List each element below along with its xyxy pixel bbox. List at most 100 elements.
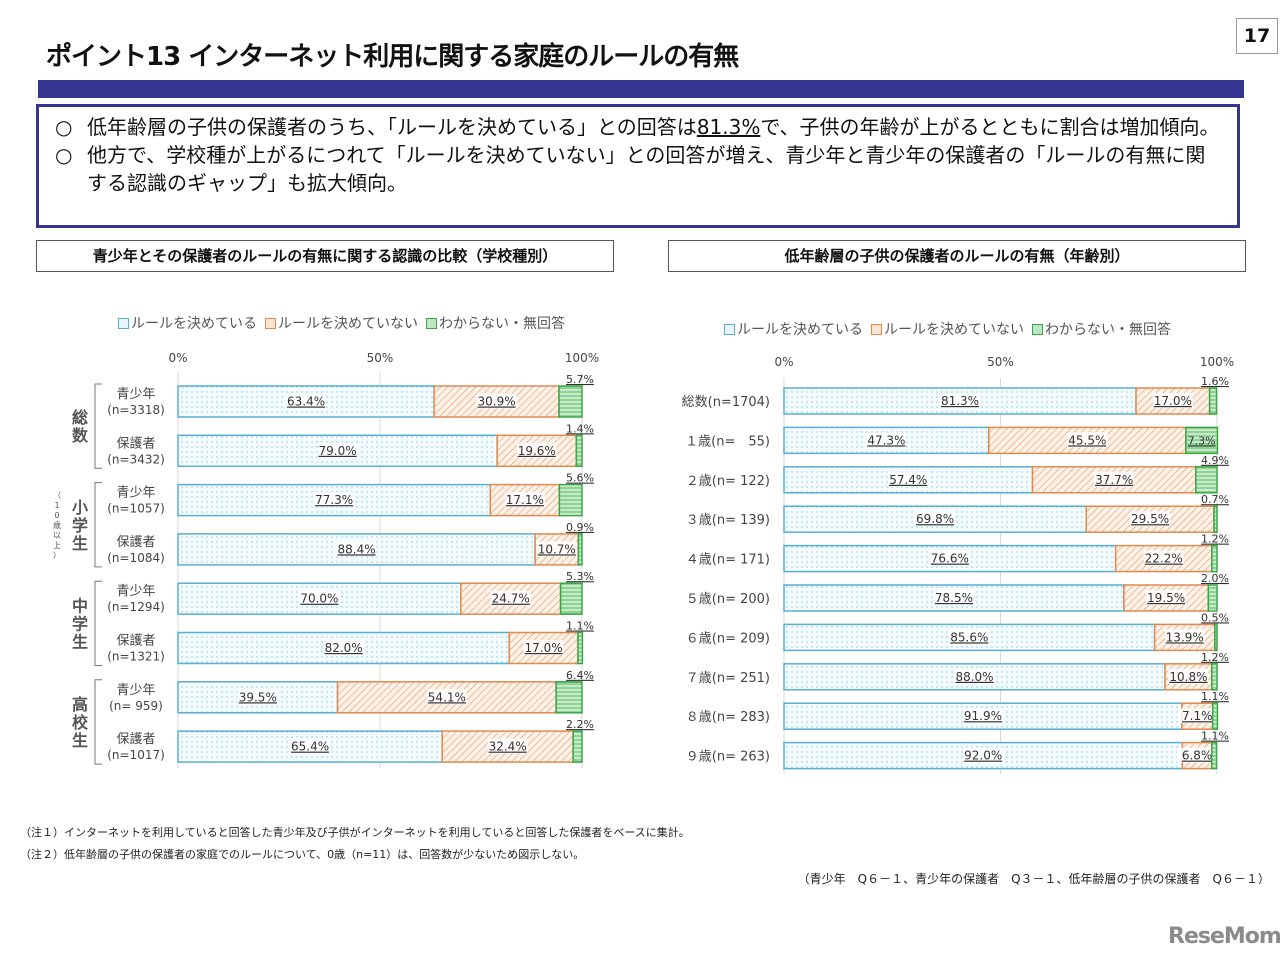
data-label-bg — [1152, 393, 1193, 408]
category-label: ９歳(n= 263) — [686, 750, 770, 765]
bar-segment — [558, 385, 583, 418]
data-label: 39.5% — [239, 690, 277, 704]
bar-segment — [496, 434, 578, 468]
category-label: 保護者 — [116, 534, 155, 550]
bar-segment — [1181, 741, 1213, 770]
bar-segment — [1208, 387, 1218, 415]
data-label-bg — [933, 590, 974, 605]
group-label: 生 — [72, 534, 88, 553]
category-label: 保護者 — [116, 435, 155, 451]
group-bracket — [94, 482, 102, 568]
data-label: 2.2% — [566, 718, 594, 731]
group-sub-label: 上 — [53, 541, 61, 550]
legend-item: ルールを決めている — [118, 313, 257, 333]
data-label-bg — [1177, 747, 1218, 763]
data-label: 30.9% — [477, 395, 515, 409]
legend-swatch-icon — [1032, 323, 1043, 335]
bar-segment — [1164, 663, 1213, 691]
bar-segment — [577, 631, 584, 665]
highlight-value: 81.3% — [696, 115, 761, 139]
summary-item: ○ 他方で、学校種が上がるにつれて「ルールを決めていない」との回答が増え、青少年… — [55, 143, 1206, 195]
category-n-label: (n=1084) — [107, 551, 165, 565]
data-label-bg — [1177, 708, 1218, 724]
note-1: （注１）インターネットを利用していると回答した青少年及び子供がインターネットを利… — [20, 826, 690, 839]
bar-segment — [783, 505, 1087, 533]
data-label-bg — [962, 708, 1003, 724]
data-label-bg — [317, 442, 358, 458]
bar-segment — [783, 387, 1137, 415]
data-label-bg — [949, 629, 990, 645]
source-line: （青少年 Q６－１、青少年の保護者 Q３－１、低年齢層の子供の保護者 Q６－１） — [797, 872, 1270, 886]
bar-segment — [783, 663, 1166, 691]
x-tick-label: 100% — [565, 351, 599, 365]
group-sub-label: 0 — [54, 511, 59, 520]
category-label: 青少年 — [116, 584, 155, 599]
legend-swatch-icon — [426, 317, 437, 329]
x-tick-label: 100% — [1200, 355, 1234, 369]
data-label: 77.3% — [315, 493, 353, 507]
data-label-bg — [915, 511, 956, 527]
bar-segment — [177, 434, 498, 468]
data-label-bg — [1168, 668, 1209, 684]
data-label: 63.4% — [287, 395, 325, 409]
data-label: 0.5% — [1201, 611, 1229, 624]
bar-segment — [489, 483, 561, 517]
bar-segment — [508, 631, 579, 665]
data-label: 13.9% — [1166, 630, 1204, 644]
group-sub-label: 1 — [54, 501, 59, 510]
group-sub-label: 歳 — [53, 520, 61, 530]
data-label: 70.0% — [300, 592, 338, 606]
bar-segment — [177, 582, 462, 615]
category-n-label: (n=3432) — [107, 452, 165, 466]
data-label: 88.4% — [338, 542, 376, 556]
group-label: 学 — [72, 516, 88, 535]
data-label: 1.1% — [1201, 690, 1229, 703]
data-label: 45.5% — [1068, 433, 1106, 447]
x-tick-label: 0% — [168, 351, 187, 365]
data-label-bg — [1067, 432, 1108, 448]
bar-segment — [1211, 544, 1218, 573]
bar-segment — [1153, 623, 1216, 652]
bar-segment — [783, 702, 1183, 730]
bar-segment — [783, 584, 1125, 612]
data-label-bg — [487, 738, 528, 754]
legend-item: わからない・無回答 — [1032, 319, 1171, 339]
data-label: 17.1% — [506, 493, 544, 507]
left-legend: ルールを決めている ルールを決めていない わからない・無回答 — [118, 313, 565, 333]
group-label: 総 — [72, 408, 88, 427]
group-label: 数 — [72, 426, 89, 445]
data-label: 6.8% — [1182, 749, 1213, 763]
category-n-label: (n=1057) — [107, 502, 165, 516]
bar-segment — [1213, 505, 1218, 533]
category-label: ７歳(n= 251) — [686, 671, 770, 686]
data-label: 19.6% — [518, 444, 556, 458]
category-label: 青少年 — [116, 387, 155, 402]
data-label: 6.4% — [566, 669, 594, 682]
right-legend: ルールを決めている ルールを決めていない わからない・無回答 — [724, 319, 1171, 339]
bar-segment — [783, 623, 1156, 652]
legend-item: ルールを決めている — [724, 319, 863, 339]
group-sub-label: ） — [53, 551, 61, 560]
data-label: 10.8% — [1169, 670, 1207, 684]
data-label: 85.6% — [950, 630, 988, 644]
data-label: 54.1% — [428, 690, 466, 704]
data-label: 5.3% — [566, 570, 594, 583]
right-chart-title: 低年齢層の子供の保護者のルールの有無（年齢別） — [668, 240, 1246, 272]
data-label: 5.7% — [566, 373, 594, 386]
data-label-bg — [1130, 511, 1171, 527]
category-label: ４歳(n= 171) — [686, 553, 770, 568]
data-label-bg — [490, 590, 531, 606]
category-n-label: (n=1017) — [107, 748, 165, 762]
bar-segment — [1135, 387, 1211, 415]
bar-segment — [177, 533, 536, 566]
group-label: 生 — [72, 731, 88, 750]
data-label: 57.4% — [889, 473, 927, 487]
bar-segment — [558, 483, 583, 517]
bar-segment — [177, 385, 435, 418]
data-label: 2.0% — [1201, 572, 1229, 585]
data-label-bg — [426, 689, 467, 705]
data-label: 24.7% — [492, 592, 530, 606]
category-label: ８歳(n= 283) — [686, 710, 770, 725]
data-label-bg — [1143, 550, 1184, 566]
page-number: 17 — [1236, 18, 1278, 54]
